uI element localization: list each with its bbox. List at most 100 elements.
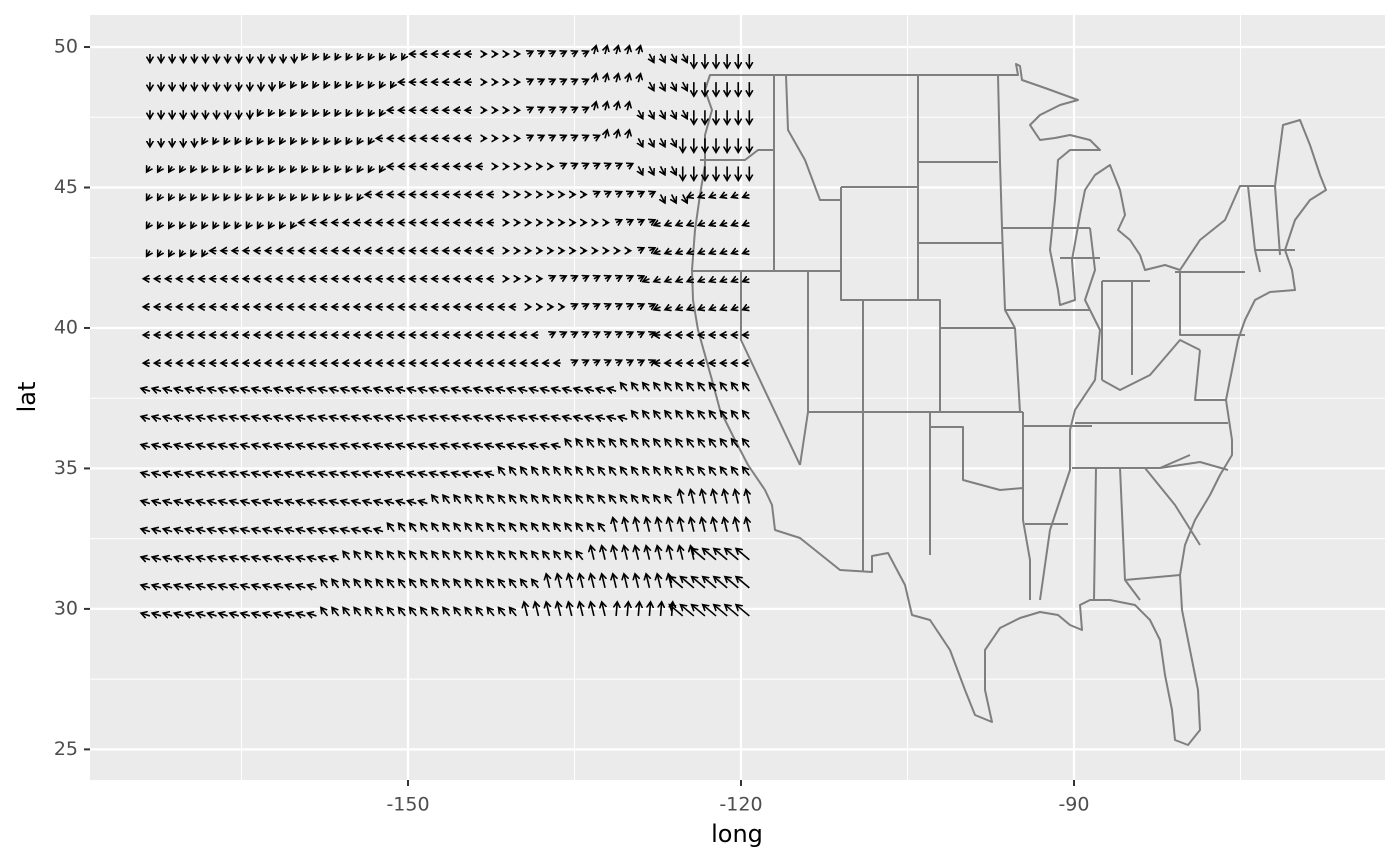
- arrow: [197, 388, 206, 391]
- arrow: [621, 439, 628, 448]
- arrow: [583, 79, 589, 82]
- arrow: [487, 523, 495, 533]
- arrow: [627, 46, 629, 55]
- arrow: [258, 166, 261, 172]
- arrow: [230, 501, 239, 504]
- arrow: [463, 388, 473, 391]
- arrow: [452, 445, 461, 448]
- arrow: [679, 490, 682, 504]
- arrow: [399, 608, 406, 617]
- arrow: [454, 579, 462, 589]
- arrow: [352, 529, 362, 532]
- arrow: [335, 138, 338, 144]
- arrow: [679, 518, 682, 532]
- arrow: [319, 416, 328, 419]
- arrow: [487, 579, 495, 589]
- arrow: [241, 501, 251, 504]
- arrow: [668, 518, 671, 532]
- arrow: [627, 220, 633, 223]
- arrow: [443, 551, 451, 561]
- arrow: [387, 579, 395, 589]
- arrow: [714, 549, 728, 561]
- arrow: [385, 416, 395, 419]
- arrow: [598, 523, 606, 533]
- arrow: [208, 501, 217, 504]
- arrow: [510, 523, 517, 533]
- arrow: [665, 411, 673, 420]
- arrow: [609, 467, 617, 476]
- arrow: [313, 110, 316, 116]
- arrow: [152, 416, 162, 419]
- arrow: [720, 467, 728, 476]
- arrow: [391, 82, 394, 88]
- arrow: [616, 130, 618, 139]
- arrow: [518, 445, 528, 448]
- arrow: [174, 585, 184, 588]
- arrow: [374, 416, 384, 419]
- arrow: [396, 473, 406, 476]
- arrow: [676, 383, 684, 392]
- arrow: [330, 501, 339, 504]
- arrow: [665, 279, 672, 282]
- arrow: [197, 416, 206, 419]
- arrow: [219, 473, 228, 476]
- arrow: [407, 388, 417, 391]
- arrow: [332, 608, 340, 617]
- arrow: [587, 523, 595, 533]
- arrow: [709, 439, 717, 448]
- arrow: [498, 551, 506, 561]
- arrow: [605, 304, 611, 307]
- arrow: [510, 467, 517, 476]
- arrow: [627, 164, 633, 167]
- us-outline: [691, 63, 1327, 746]
- arrow: [230, 613, 239, 616]
- arrow: [687, 279, 694, 282]
- arrow: [550, 79, 556, 82]
- arrow: [583, 107, 589, 110]
- arrow: [720, 251, 727, 254]
- arrow: [296, 473, 306, 476]
- arrow: [369, 82, 372, 88]
- arrow: [665, 383, 673, 392]
- y-tick-label: 35: [54, 457, 78, 479]
- arrow: [538, 79, 544, 82]
- arrow: [672, 53, 676, 62]
- arrow: [380, 82, 383, 88]
- arrow: [363, 416, 373, 419]
- arrow: [191, 166, 194, 172]
- arrow: [419, 501, 428, 504]
- arrow: [496, 445, 506, 448]
- arrow: [672, 194, 676, 203]
- arrow: [421, 551, 429, 561]
- arrow: [241, 445, 251, 448]
- arrow: [465, 579, 473, 589]
- arrow: [163, 445, 173, 448]
- arrow: [507, 416, 517, 419]
- arrow: [346, 138, 349, 144]
- arrow: [152, 388, 162, 391]
- arrow: [341, 501, 350, 504]
- arrow: [598, 467, 606, 476]
- arrow: [296, 613, 306, 616]
- arrow: [605, 74, 607, 83]
- arrow: [510, 495, 517, 505]
- arrow: [565, 551, 573, 561]
- arrow: [627, 102, 629, 111]
- arrow: [743, 251, 750, 254]
- arrow: [672, 109, 676, 118]
- arrow: [665, 495, 673, 505]
- arrow: [583, 136, 589, 139]
- arrow: [197, 473, 206, 476]
- arrow: [141, 473, 151, 476]
- arrow: [263, 473, 273, 476]
- arrow: [269, 223, 272, 229]
- arrow: [147, 223, 150, 229]
- arrow: [330, 557, 339, 560]
- arrow: [346, 110, 349, 116]
- arrow: [185, 557, 195, 560]
- arrow: [646, 574, 649, 589]
- arrow: [703, 605, 717, 617]
- arrow: [235, 223, 238, 229]
- arrow: [430, 445, 439, 448]
- arrow: [296, 445, 306, 448]
